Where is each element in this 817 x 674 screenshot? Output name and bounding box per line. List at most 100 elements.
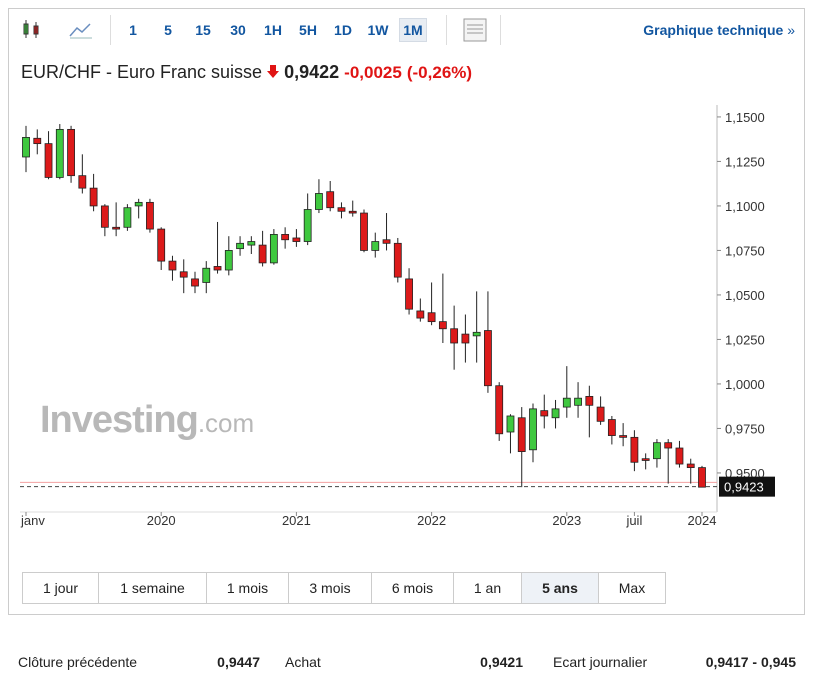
watermark-name: Investing — [40, 399, 198, 441]
interval-button[interactable]: 5H — [299, 22, 317, 38]
instrument-title: EUR/CHF - Euro Franc suisse — [21, 62, 263, 82]
candle-body — [224, 250, 233, 271]
stat-label: Ecart journalier — [553, 654, 648, 670]
line-icon[interactable] — [68, 18, 94, 42]
candle-body — [44, 143, 53, 178]
candle-body — [123, 207, 132, 228]
y-tick-label: 1,1000 — [725, 199, 765, 214]
panel — [8, 8, 805, 615]
candle-body — [348, 210, 357, 214]
y-tick-label: 1,1500 — [725, 110, 765, 125]
candle-body — [315, 193, 323, 210]
candle-body — [675, 447, 684, 465]
candle-body — [134, 201, 143, 207]
candle-body — [574, 397, 582, 406]
range-button[interactable]: Max — [618, 580, 646, 596]
separator — [446, 15, 447, 45]
x-tick-label: 2021 — [282, 513, 311, 528]
stat-value: 0,9421 — [480, 654, 523, 670]
last-price-box — [719, 476, 775, 497]
candle-body — [664, 442, 673, 449]
interval-button[interactable]: 5 — [164, 22, 172, 38]
candle-body — [393, 242, 402, 278]
interval-button[interactable]: 1D — [334, 22, 352, 38]
link-text[interactable]: Graphique technique — [643, 22, 784, 38]
candle-body — [484, 330, 492, 387]
x-tick-label: 2024 — [688, 513, 717, 528]
y-tick-label: 1,1250 — [725, 154, 765, 169]
candle-body — [179, 271, 188, 278]
y-tick-label: 1,0250 — [725, 332, 765, 347]
candle-body — [292, 237, 301, 242]
candle-body — [495, 385, 504, 435]
candle-body — [562, 397, 571, 408]
range-button[interactable]: 6 mois — [372, 573, 454, 603]
candle-body — [382, 239, 391, 244]
x-tick-label: 2020 — [147, 513, 176, 528]
y-tick-label: 0,9750 — [725, 421, 765, 436]
candle-body — [427, 312, 436, 323]
range-button[interactable]: 3 mois — [289, 573, 372, 603]
candle-body — [78, 175, 87, 189]
x-tick-label: 2022 — [417, 513, 446, 528]
candle-body — [472, 331, 481, 337]
stat-value: 0,9447 — [217, 654, 260, 670]
y-tick-label: 1,0750 — [725, 243, 765, 258]
candle-body — [89, 187, 98, 207]
interval-button[interactable]: 1M — [399, 18, 427, 42]
candle-body — [236, 242, 244, 250]
interval-button[interactable]: 1W — [367, 22, 389, 38]
interval-button[interactable]: 1 — [129, 22, 137, 38]
candle-body — [202, 267, 211, 283]
candle-body — [360, 212, 368, 251]
interval-button[interactable]: 1H — [264, 22, 282, 38]
range-button[interactable]: 1 semaine — [99, 573, 207, 603]
range-button[interactable]: 1 an — [454, 573, 522, 603]
technical-link[interactable]: Graphique technique » — [643, 18, 795, 42]
watermark-suffix: .com — [198, 408, 254, 438]
change: -0,0025 — [344, 63, 402, 82]
candle-body — [100, 205, 109, 228]
stat-value: 0,9417 - 0,945 — [705, 654, 796, 670]
candle-body — [698, 467, 706, 488]
link-arrow[interactable]: » — [787, 22, 795, 38]
candle-body — [607, 419, 616, 436]
separator — [500, 15, 501, 45]
candle-body — [540, 410, 549, 417]
range-button[interactable]: 1 jour — [23, 573, 99, 603]
candle-body — [596, 406, 605, 422]
candle-body — [641, 458, 650, 461]
candle-body — [630, 436, 639, 463]
candle-body — [303, 209, 312, 242]
candle-body — [450, 328, 459, 344]
chart: Investing.com 1,1500 1,1250 1,1000 1,0750 1,0… — [20, 105, 775, 528]
candle-body — [258, 244, 267, 264]
candle-body — [585, 395, 594, 406]
range-button[interactable]: 1 mois — [207, 573, 289, 603]
change-pct: (-0,26%) — [406, 63, 473, 82]
candle-body — [33, 137, 42, 145]
candle-body — [269, 234, 278, 264]
interval-button[interactable]: 15 — [195, 22, 211, 38]
separator — [110, 15, 111, 45]
candle-body — [529, 408, 537, 451]
candle-body — [146, 201, 154, 230]
candle-body — [157, 228, 166, 262]
interval-button[interactable]: 30 — [230, 22, 246, 38]
candle-body — [371, 241, 380, 251]
layout-icon[interactable] — [462, 17, 488, 43]
candle-icon[interactable] — [20, 18, 44, 42]
x-tick-label: janv — [20, 513, 45, 528]
header: EUR/CHF - Euro Franc suisse 0,9422 -0,00… — [21, 62, 472, 83]
candle-body — [653, 442, 661, 460]
candle-body — [337, 207, 346, 212]
range-button[interactable]: 5 ans — [522, 573, 599, 603]
candle-body — [686, 463, 695, 469]
watermark: Investing.com — [40, 399, 254, 441]
stats: Clôture précédente 0,9447 Achat 0,9421 Ecart… — [0, 654, 817, 674]
x-tick-label: juil — [625, 513, 642, 528]
candle-body — [247, 241, 256, 246]
x-tick-label: 2023 — [552, 513, 581, 528]
candle-body — [438, 321, 447, 330]
